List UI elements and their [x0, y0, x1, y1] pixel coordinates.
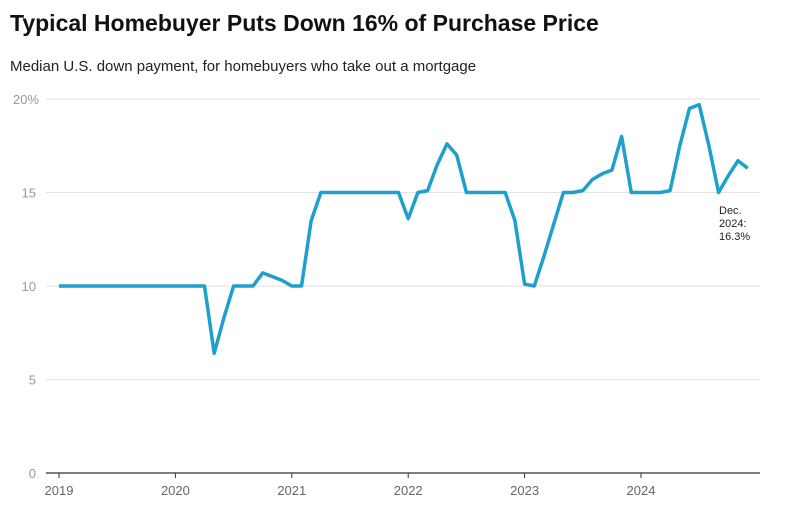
x-tick-label: 2019: [45, 483, 74, 498]
y-tick-label: 15: [22, 186, 36, 201]
annotation-label: 16.3%: [719, 231, 750, 243]
annotation-label: 2024:: [719, 218, 747, 230]
y-tick-label: 5: [29, 373, 36, 388]
annotation-label: Dec.: [719, 205, 742, 217]
x-tick-label: 2021: [277, 483, 306, 498]
x-tick-label: 2020: [161, 483, 190, 498]
x-tick-label: 2023: [510, 483, 539, 498]
series-line: [59, 102, 749, 356]
y-tick-label: 10: [22, 279, 36, 294]
y-tick-label: 20%: [13, 92, 39, 107]
chart-title: Typical Homebuyer Puts Down 16% of Purch…: [10, 10, 599, 36]
x-tick-label: 2022: [394, 483, 423, 498]
x-tick-label: 2024: [627, 483, 656, 498]
y-tick-label: 0: [29, 466, 36, 481]
chart-subtitle: Median U.S. down payment, for homebuyers…: [10, 58, 477, 75]
